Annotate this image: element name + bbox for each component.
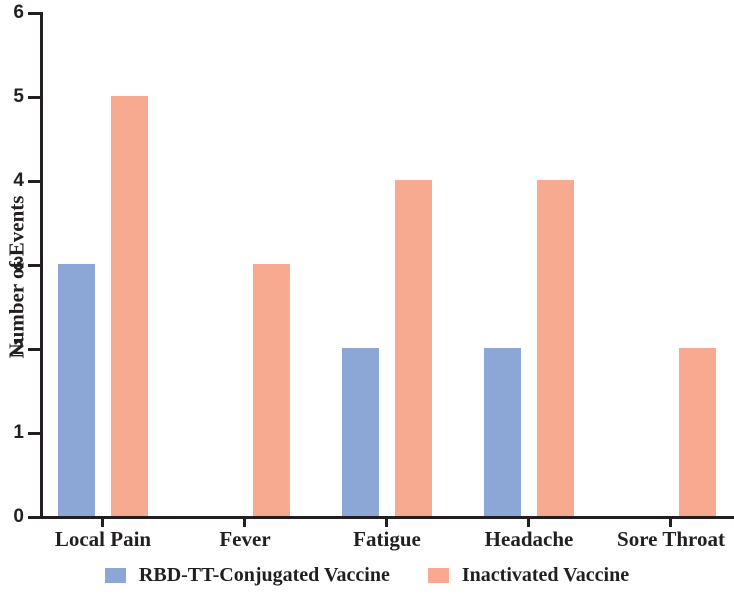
y-axis-tick-label-1: 1 bbox=[13, 422, 24, 443]
x-axis-line bbox=[40, 516, 734, 519]
y-axis-tick-label-0: 0 bbox=[13, 506, 24, 527]
y-axis-title: Number of Events bbox=[4, 195, 29, 359]
legend: RBD-TT-Conjugated Vaccine Inactivated Va… bbox=[0, 564, 734, 587]
y-axis-tick-label-2: 2 bbox=[13, 338, 24, 359]
x-category-label-1: Fever bbox=[219, 527, 271, 551]
x-category-label-4: Sore Throat bbox=[617, 527, 725, 551]
bar-inactivated-vaccine-2 bbox=[395, 180, 432, 516]
y-axis-tick-3 bbox=[28, 264, 40, 267]
y-axis-tick-label-5: 5 bbox=[13, 86, 24, 107]
y-axis-tick-label-6: 6 bbox=[13, 2, 24, 23]
legend-label-rbd-tt-conjugated-vaccine: RBD-TT-Conjugated Vaccine bbox=[138, 564, 390, 586]
x-axis-tick-0 bbox=[101, 519, 104, 527]
bar-rbd-tt-conjugated-vaccine-0 bbox=[58, 264, 95, 516]
x-axis-tick-4 bbox=[669, 519, 672, 527]
legend-item-inactivated-vaccine: Inactivated Vaccine bbox=[427, 564, 630, 587]
y-axis-tick-label-3: 3 bbox=[13, 254, 24, 275]
legend-label-inactivated-vaccine: Inactivated Vaccine bbox=[461, 564, 630, 586]
bar-rbd-tt-conjugated-vaccine-3 bbox=[484, 348, 521, 516]
legend-swatch-rbd-tt-conjugated-vaccine bbox=[104, 568, 126, 583]
x-category-label-3: Headache bbox=[484, 527, 574, 551]
y-axis-tick-4 bbox=[28, 180, 40, 183]
y-axis-tick-0 bbox=[28, 516, 40, 519]
bar-inactivated-vaccine-4 bbox=[679, 348, 716, 516]
bar-rbd-tt-conjugated-vaccine-2 bbox=[342, 348, 379, 516]
y-axis-tick-6 bbox=[28, 12, 40, 15]
y-axis-line bbox=[40, 12, 43, 519]
bar-inactivated-vaccine-3 bbox=[537, 180, 574, 516]
y-axis-tick-1 bbox=[28, 432, 40, 435]
x-category-label-0: Local Pain bbox=[54, 527, 152, 551]
x-axis-tick-2 bbox=[385, 519, 388, 527]
legend-swatch-inactivated-vaccine bbox=[427, 568, 449, 583]
y-axis-tick-label-4: 4 bbox=[13, 170, 24, 191]
x-axis-tick-3 bbox=[527, 519, 530, 527]
bar-inactivated-vaccine-1 bbox=[253, 264, 290, 516]
y-axis-tick-2 bbox=[28, 348, 40, 351]
bar-inactivated-vaccine-0 bbox=[111, 96, 148, 516]
x-category-label-2: Fatigue bbox=[353, 527, 421, 551]
legend-item-rbd-tt-conjugated-vaccine: RBD-TT-Conjugated Vaccine bbox=[104, 564, 390, 587]
x-axis-tick-1 bbox=[243, 519, 246, 527]
y-axis-tick-5 bbox=[28, 96, 40, 99]
